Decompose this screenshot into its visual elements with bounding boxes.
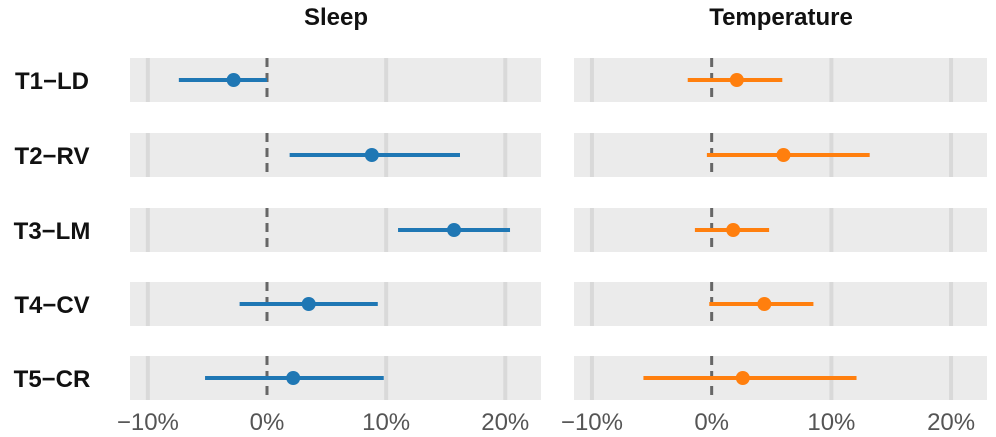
row-band — [574, 208, 987, 252]
point-estimate — [757, 297, 772, 311]
point-estimate — [226, 73, 241, 87]
x-tick-label: 10% — [807, 409, 855, 436]
point-estimate — [364, 148, 379, 162]
x-tick-label: −10% — [117, 409, 179, 436]
point-estimate — [286, 371, 301, 385]
point-estimate — [447, 223, 462, 237]
panel-title: Temperature — [709, 4, 853, 31]
row-label: T5−CR — [14, 366, 91, 393]
panel-sleep: Sleep −10% 0% 10% 20% — [117, 4, 541, 436]
panel-title: Sleep — [304, 4, 368, 31]
x-tick-label: 20% — [927, 409, 975, 436]
point-estimate — [735, 371, 750, 385]
point-estimate — [729, 73, 744, 87]
point-estimate — [301, 297, 316, 311]
x-tick-label: 20% — [481, 409, 529, 436]
row-label: T2−RV — [15, 143, 90, 170]
panel-temperature: Temperature −10% 0% 10% 20% — [561, 4, 987, 436]
point-estimate — [726, 223, 741, 237]
row-label: T4−CV — [14, 292, 89, 319]
row-label: T1−LD — [15, 68, 89, 95]
x-tick-label: 0% — [694, 409, 729, 436]
point-estimate — [776, 148, 791, 162]
x-tick-label: −10% — [561, 409, 623, 436]
x-tick-label: 10% — [362, 409, 410, 436]
x-tick-label: 0% — [250, 409, 285, 436]
row-label: T3−LM — [14, 218, 91, 245]
